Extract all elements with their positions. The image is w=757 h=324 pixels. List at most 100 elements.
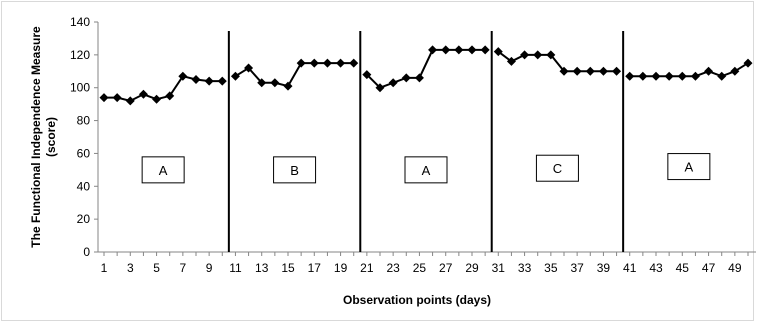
series-line — [234, 62, 354, 88]
y-tick-label: 0 — [83, 245, 90, 259]
x-tick-label: 33 — [518, 261, 532, 275]
data-point — [572, 66, 582, 76]
y-tick-label: 100 — [70, 81, 90, 95]
x-tick-label: 15 — [281, 261, 295, 275]
x-tick-label: 19 — [334, 261, 348, 275]
data-point — [191, 75, 201, 84]
data-point — [112, 93, 122, 103]
data-point — [244, 63, 254, 73]
data-point — [638, 71, 648, 81]
x-axis-title: Observation points (days) — [343, 293, 491, 307]
x-tick-label: 5 — [153, 261, 160, 275]
x-tick-label: 13 — [255, 261, 269, 275]
data-point — [296, 58, 306, 68]
y-tick-label: 80 — [77, 114, 91, 128]
data-point — [651, 71, 661, 81]
data-point — [625, 71, 635, 81]
phase-label-box — [273, 156, 317, 184]
y-axis-title-line-2: (score) — [44, 117, 58, 157]
data-point — [309, 58, 319, 68]
x-tick-label: 41 — [623, 261, 637, 275]
x-tick-label: 49 — [728, 261, 742, 275]
x-tick-label: 11 — [229, 261, 242, 275]
data-point — [362, 70, 372, 80]
data-point — [677, 71, 687, 81]
series-line — [497, 50, 617, 73]
data-point — [533, 50, 543, 60]
x-tick-label: 35 — [544, 261, 558, 275]
data-point — [612, 66, 622, 76]
phase-label-box — [535, 154, 579, 182]
data-point — [598, 66, 608, 76]
data-point — [480, 45, 490, 55]
data-point — [520, 50, 530, 60]
data-point — [585, 66, 595, 76]
data-point — [217, 76, 227, 86]
x-tick-label: 45 — [676, 261, 690, 275]
data-point — [493, 47, 503, 57]
phase-label: C — [553, 161, 562, 176]
x-tick-label: 17 — [308, 261, 322, 275]
phase-label-box — [404, 156, 448, 184]
x-tick-label: 27 — [439, 261, 453, 275]
y-tick-label: 140 — [70, 15, 90, 29]
data-point — [401, 73, 411, 83]
data-point — [664, 71, 674, 81]
series-layer — [99, 45, 753, 106]
x-tick-label: 21 — [360, 261, 374, 275]
x-tick-label: 29 — [465, 261, 479, 275]
x-tick-label: 37 — [570, 261, 584, 275]
data-point — [283, 81, 293, 91]
phase-label-box — [141, 156, 185, 184]
phase-label: A — [159, 163, 168, 178]
y-tick-label: 40 — [77, 179, 91, 193]
data-point — [230, 71, 240, 81]
data-point — [690, 71, 700, 81]
x-tick-label: 39 — [597, 261, 611, 275]
data-point — [743, 58, 753, 68]
data-point — [717, 71, 727, 81]
phase-label-box — [667, 153, 711, 181]
x-tick-label: 7 — [180, 261, 187, 275]
data-point — [349, 58, 359, 68]
data-point — [375, 83, 385, 93]
data-point — [99, 93, 109, 103]
series-line — [366, 48, 486, 89]
y-axis-title-line-1: The Functional Independence Measure — [29, 26, 43, 248]
x-tick-label: 23 — [386, 261, 400, 275]
y-tick-label: 120 — [70, 48, 90, 62]
data-point — [322, 58, 332, 68]
data-point — [467, 45, 477, 55]
data-point — [546, 50, 556, 60]
data-point — [336, 58, 346, 68]
series-line — [629, 62, 749, 78]
data-point — [730, 66, 740, 76]
y-tick-label: 20 — [77, 212, 91, 226]
y-tick-label: 60 — [77, 146, 91, 160]
data-point — [138, 89, 148, 99]
series-line — [104, 75, 223, 102]
data-point — [178, 71, 188, 81]
data-point — [165, 91, 175, 101]
phase-label: A — [685, 160, 694, 175]
x-tick-label: 43 — [649, 261, 663, 275]
x-tick-label: 25 — [413, 261, 427, 275]
data-point — [428, 45, 438, 55]
phase-label: B — [290, 163, 299, 178]
data-point — [704, 66, 714, 76]
axes-layer — [94, 21, 756, 256]
data-point — [414, 73, 424, 83]
x-tick-label: 3 — [127, 261, 134, 275]
data-point — [257, 78, 267, 88]
x-tick-label: 1 — [101, 261, 108, 275]
x-tick-label: 31 — [492, 261, 506, 275]
data-point — [125, 96, 135, 106]
data-point — [388, 78, 398, 88]
x-tick-label: 47 — [702, 261, 716, 275]
data-point — [152, 94, 162, 104]
